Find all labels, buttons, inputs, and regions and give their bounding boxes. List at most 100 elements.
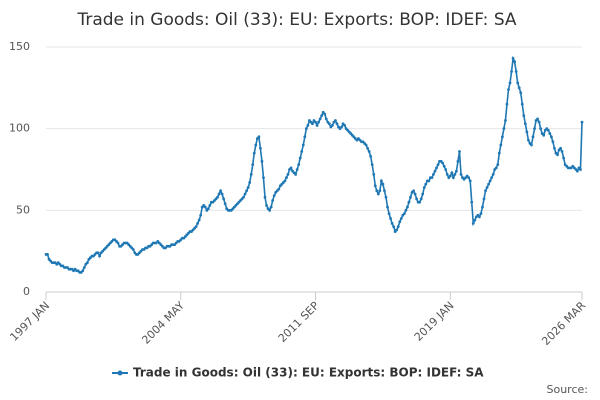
point	[441, 161, 445, 165]
point	[257, 135, 261, 139]
point	[222, 197, 226, 201]
point	[306, 124, 310, 127]
point	[314, 120, 317, 124]
point	[556, 153, 559, 157]
point	[531, 135, 535, 139]
point	[220, 192, 224, 196]
series-line	[46, 55, 583, 274]
point	[369, 155, 373, 158]
point	[246, 186, 250, 189]
point	[46, 253, 49, 256]
point	[415, 197, 419, 201]
point	[301, 143, 305, 147]
point	[318, 117, 322, 121]
point	[445, 173, 449, 176]
point	[398, 220, 402, 224]
point	[245, 189, 249, 193]
point	[216, 195, 219, 199]
point	[373, 184, 377, 188]
point	[335, 122, 339, 126]
x-tick-label: 2004 MAY	[139, 299, 187, 347]
point	[196, 222, 200, 225]
point	[116, 241, 120, 245]
point	[507, 88, 510, 91]
point	[367, 150, 371, 153]
point	[418, 200, 422, 204]
point	[523, 122, 527, 126]
point	[491, 173, 495, 176]
x-tick-label: 2019 JAN	[412, 299, 457, 344]
point	[488, 179, 492, 183]
point	[459, 173, 463, 176]
point	[372, 173, 376, 176]
point	[436, 163, 440, 167]
point	[482, 197, 486, 201]
point	[496, 163, 500, 167]
point	[517, 86, 521, 90]
point	[513, 60, 517, 64]
point	[505, 102, 509, 106]
point	[508, 81, 512, 85]
y-tick-label: 0	[23, 285, 30, 298]
point	[396, 225, 400, 229]
point	[285, 176, 288, 180]
point	[294, 173, 298, 176]
point	[448, 174, 452, 178]
source: Source:	[547, 383, 589, 396]
legend-item: Trade in Goods: Oil (33): EU: Exports: B…	[112, 366, 484, 380]
point	[98, 254, 101, 258]
point	[242, 195, 245, 199]
point	[315, 124, 319, 127]
point	[497, 151, 501, 155]
point	[252, 151, 256, 155]
point	[379, 179, 383, 183]
point	[208, 204, 212, 207]
point	[413, 192, 417, 196]
point	[522, 114, 526, 117]
point	[277, 187, 281, 191]
point	[289, 166, 293, 170]
point	[519, 91, 523, 95]
point	[303, 135, 307, 139]
point	[484, 189, 487, 193]
point	[386, 205, 389, 209]
point	[283, 179, 287, 183]
point	[334, 119, 337, 122]
point	[81, 269, 85, 273]
point	[269, 205, 273, 209]
point	[471, 222, 475, 225]
point	[479, 212, 483, 216]
point	[432, 173, 435, 176]
y-tick-label: 50	[16, 203, 30, 216]
point	[490, 176, 494, 180]
point	[375, 189, 379, 193]
point	[499, 143, 503, 147]
point	[376, 192, 380, 196]
point	[409, 195, 412, 199]
point	[324, 117, 328, 121]
point	[366, 146, 369, 150]
point	[444, 168, 448, 171]
point	[580, 120, 584, 124]
point	[402, 212, 406, 216]
point	[430, 176, 434, 180]
point	[390, 222, 394, 225]
point	[511, 57, 515, 60]
point	[304, 127, 308, 131]
point	[96, 251, 100, 255]
point	[217, 192, 221, 196]
point	[450, 171, 454, 175]
point	[297, 163, 301, 167]
point	[559, 146, 562, 150]
point	[243, 192, 247, 196]
point	[219, 189, 222, 193]
point	[343, 124, 347, 127]
point	[422, 186, 426, 189]
point	[453, 173, 457, 176]
point	[203, 205, 207, 209]
point	[536, 117, 539, 121]
point	[251, 163, 255, 167]
point	[419, 197, 423, 201]
point	[399, 217, 403, 220]
